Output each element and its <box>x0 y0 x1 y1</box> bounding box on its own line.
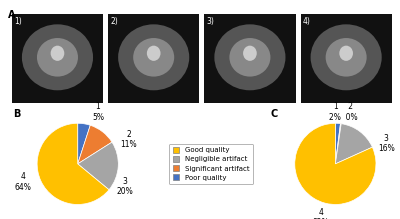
Ellipse shape <box>22 24 93 90</box>
Wedge shape <box>37 123 109 205</box>
FancyBboxPatch shape <box>204 14 296 103</box>
Wedge shape <box>335 124 341 164</box>
Text: B: B <box>13 109 20 119</box>
Ellipse shape <box>147 46 160 61</box>
Text: C: C <box>270 109 278 119</box>
Text: 3
16%: 3 16% <box>378 134 394 153</box>
Wedge shape <box>335 123 340 164</box>
Ellipse shape <box>214 24 286 90</box>
Wedge shape <box>78 142 118 190</box>
FancyBboxPatch shape <box>108 14 199 103</box>
Wedge shape <box>295 123 376 205</box>
Ellipse shape <box>37 38 78 77</box>
Text: 3
20%: 3 20% <box>116 177 133 196</box>
Text: 4
82%: 4 82% <box>313 208 330 219</box>
Wedge shape <box>335 124 372 164</box>
FancyBboxPatch shape <box>300 14 392 103</box>
Ellipse shape <box>339 46 353 61</box>
Text: 2): 2) <box>110 17 118 26</box>
Ellipse shape <box>133 38 174 77</box>
Ellipse shape <box>118 24 189 90</box>
Text: 1    2
2%  0%: 1 2 2% 0% <box>329 102 358 122</box>
Text: 3): 3) <box>206 17 214 26</box>
Ellipse shape <box>51 46 64 61</box>
Text: 4
64%: 4 64% <box>14 172 31 192</box>
Text: 2
11%: 2 11% <box>120 130 137 149</box>
Wedge shape <box>78 125 112 164</box>
Ellipse shape <box>243 46 257 61</box>
Ellipse shape <box>310 24 382 90</box>
FancyBboxPatch shape <box>12 14 103 103</box>
Text: 1
5%: 1 5% <box>92 102 104 122</box>
Text: 4): 4) <box>302 17 310 26</box>
Legend: Good quality, Negligible artifact, Significant artifact, Poor quality: Good quality, Negligible artifact, Signi… <box>169 144 253 184</box>
Wedge shape <box>78 123 90 164</box>
Text: A: A <box>8 10 16 20</box>
Ellipse shape <box>230 38 270 77</box>
Ellipse shape <box>326 38 367 77</box>
Text: 1): 1) <box>14 17 22 26</box>
